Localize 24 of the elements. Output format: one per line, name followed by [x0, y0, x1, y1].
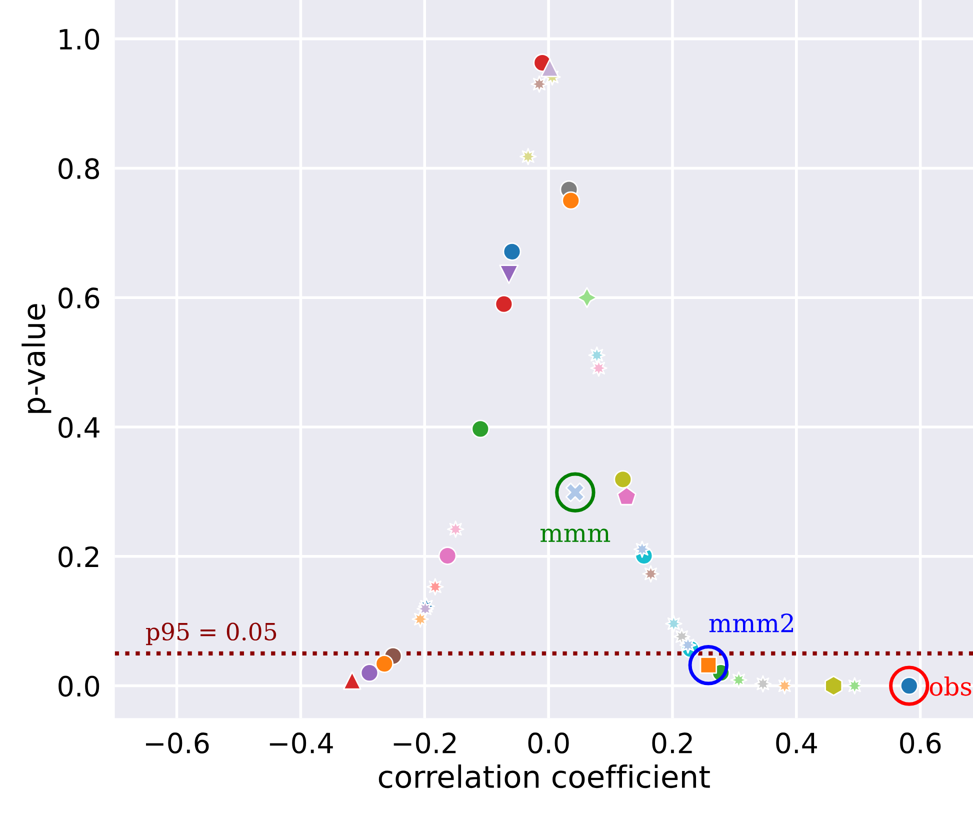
- x-tick-label: 0.2: [652, 732, 692, 754]
- x-tick-label: 0.0: [528, 732, 569, 754]
- point: [576, 287, 598, 308]
- y-tick-label: 0.2: [58, 546, 98, 568]
- x-tick-label: 0.4: [776, 732, 817, 754]
- y-tick-label: 0.4: [58, 416, 100, 438]
- point: [824, 676, 843, 696]
- annotation: obs: [930, 676, 972, 696]
- x-tick-label: 0.6: [900, 732, 941, 754]
- annotation: mmm: [540, 528, 610, 542]
- annotation: mmm2: [709, 614, 793, 632]
- point: [540, 58, 559, 78]
- y-tick-label: 1.0: [60, 28, 100, 50]
- y-tick-label: 0.0: [58, 676, 100, 697]
- x-tick-label: −0.6: [146, 732, 209, 754]
- x-tick-label: −0.4: [270, 732, 333, 754]
- x-tick-label: −0.2: [394, 732, 456, 754]
- x-axis-title: correlation coefficient: [378, 764, 710, 788]
- y-axis-title: p-value: [22, 304, 52, 413]
- point: [499, 264, 519, 284]
- ref-line-label: p95 = 0.05: [146, 622, 276, 646]
- y-tick-label: 0.6: [58, 288, 100, 309]
- y-tick-label: 0.8: [58, 158, 100, 180]
- point: [616, 486, 636, 506]
